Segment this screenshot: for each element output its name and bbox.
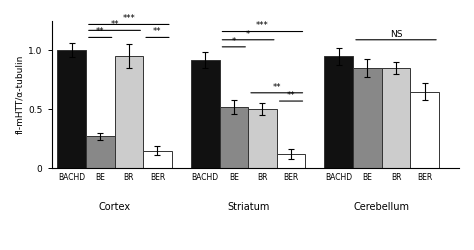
Bar [219, 107, 248, 168]
Text: **: ** [110, 20, 119, 29]
Text: Cerebellum: Cerebellum [354, 202, 410, 212]
Text: **: ** [287, 91, 295, 100]
Text: Cortex: Cortex [99, 202, 131, 212]
Text: ***: *** [256, 21, 269, 30]
Bar [143, 150, 172, 168]
Text: Striatum: Striatum [227, 202, 269, 212]
Text: *: * [232, 37, 236, 46]
Bar [353, 68, 382, 168]
Bar [248, 109, 277, 168]
Text: **: ** [153, 27, 162, 36]
Bar [86, 136, 115, 168]
Text: **: ** [273, 83, 281, 92]
Text: NS: NS [390, 30, 402, 38]
Bar [191, 60, 219, 168]
Bar [115, 56, 143, 168]
Text: **: ** [96, 27, 104, 36]
Y-axis label: fl-mHTT/α-tubulin: fl-mHTT/α-tubulin [15, 55, 24, 134]
Bar [410, 92, 439, 168]
Text: *: * [246, 30, 250, 38]
Bar [325, 56, 353, 168]
Bar [382, 68, 410, 168]
Bar [277, 154, 305, 168]
Bar [57, 50, 86, 168]
Text: ***: *** [122, 14, 135, 23]
